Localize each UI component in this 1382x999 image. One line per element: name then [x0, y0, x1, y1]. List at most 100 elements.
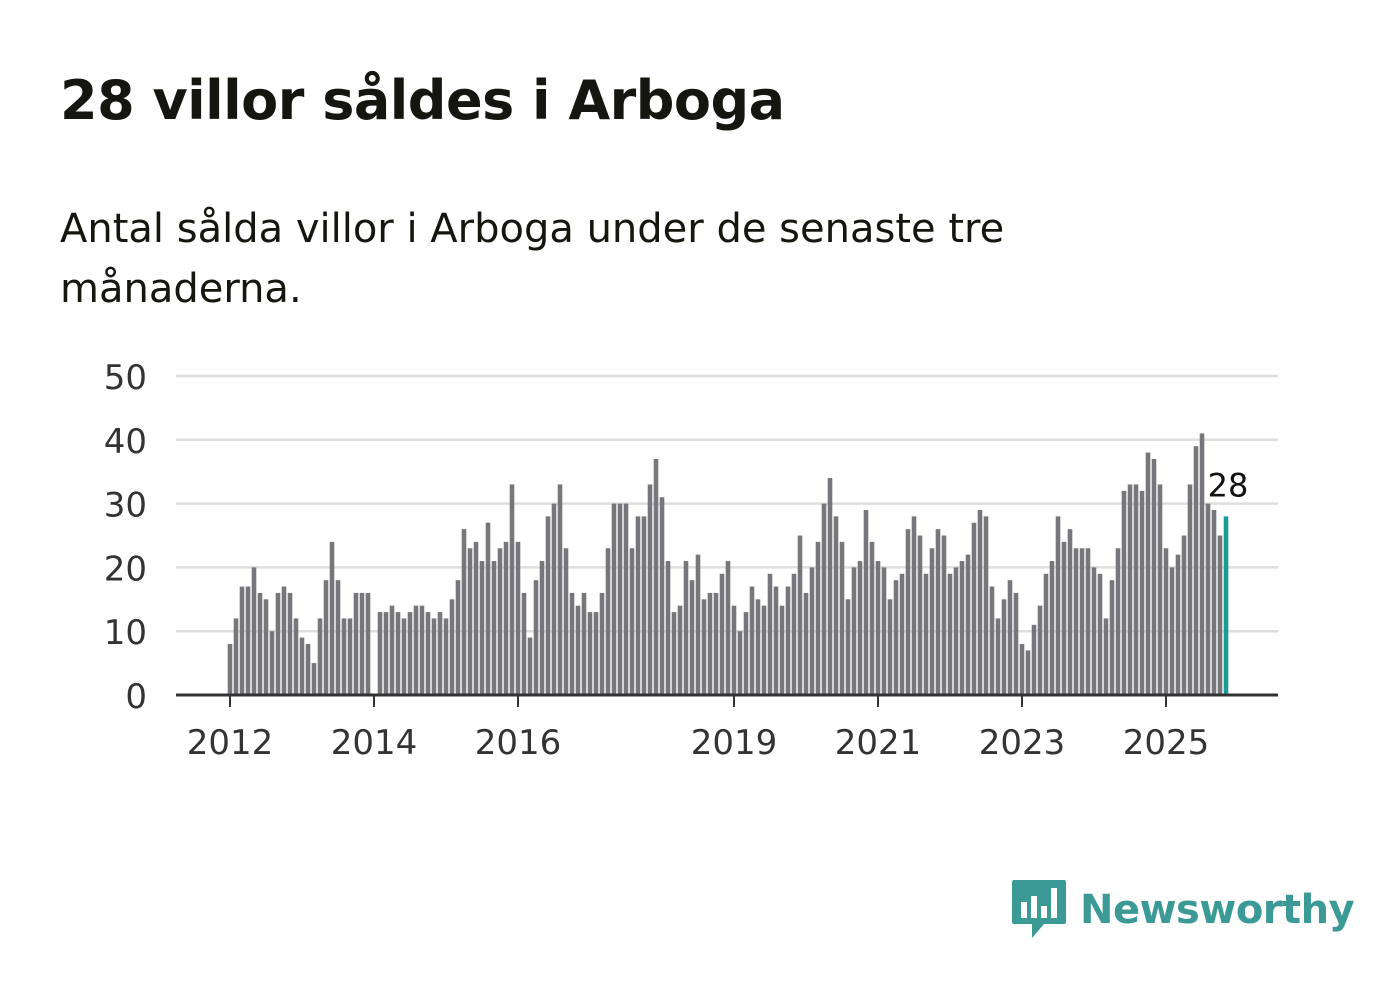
bar	[917, 535, 923, 695]
bar	[845, 599, 851, 695]
bar	[629, 548, 635, 695]
chart-subtitle: Antal sålda villor i Arboga under de sen…	[60, 206, 1005, 312]
bar	[767, 573, 773, 695]
bar	[1055, 516, 1061, 695]
bar	[947, 573, 953, 695]
bar	[311, 663, 317, 695]
bar	[1037, 605, 1043, 695]
y-tick-label: 20	[104, 549, 147, 589]
bar	[983, 516, 989, 695]
bar	[953, 567, 959, 695]
bar	[869, 541, 875, 695]
bar	[1001, 599, 1007, 695]
bar	[1151, 458, 1157, 695]
y-tick-label: 0	[125, 677, 147, 717]
bar	[941, 535, 947, 695]
bar	[503, 541, 509, 695]
bar	[461, 529, 467, 695]
bar	[1163, 548, 1169, 695]
bar	[359, 592, 365, 695]
x-tick-label: 2021	[835, 723, 922, 763]
newsworthy-logo: Newsworthy	[1010, 878, 1355, 942]
bar	[899, 573, 905, 695]
bar	[1091, 567, 1097, 695]
bar	[731, 605, 737, 695]
bar	[623, 503, 629, 695]
bar	[743, 612, 749, 695]
bar	[791, 573, 797, 695]
bar	[1193, 446, 1199, 695]
bar	[407, 612, 413, 695]
bar	[449, 599, 455, 695]
bar	[305, 643, 311, 695]
bar	[1013, 592, 1019, 695]
bar	[683, 561, 689, 695]
bar	[911, 516, 917, 695]
bar	[1157, 484, 1163, 695]
bar	[707, 592, 713, 695]
bar	[803, 592, 809, 695]
bar	[749, 586, 755, 695]
bar	[401, 618, 407, 695]
bar	[479, 561, 485, 695]
bar	[647, 484, 653, 695]
bar	[545, 516, 551, 695]
bar	[695, 554, 701, 695]
bar	[713, 592, 719, 695]
x-tick-label: 2025	[1123, 723, 1210, 763]
bar	[251, 567, 257, 695]
bar	[1019, 643, 1025, 695]
bar	[575, 605, 581, 695]
bar	[443, 618, 449, 695]
bar	[641, 516, 647, 695]
bar	[245, 586, 251, 695]
bar	[299, 637, 305, 695]
bar	[335, 580, 341, 695]
bar	[1097, 573, 1103, 695]
bar	[1025, 650, 1031, 695]
bar	[437, 612, 443, 695]
bar	[773, 586, 779, 695]
bar	[887, 599, 893, 695]
bar	[1175, 554, 1181, 695]
bar	[269, 631, 275, 695]
bar	[1121, 490, 1127, 695]
bar	[569, 592, 575, 695]
brand-name: Newsworthy	[1080, 887, 1355, 933]
bar	[605, 548, 611, 695]
bar	[923, 573, 929, 695]
chart-title: 28 villor såldes i Arboga	[60, 69, 785, 132]
y-tick-label: 10	[104, 613, 147, 653]
y-axis-ticks: 0 10 20 30 40 50	[104, 358, 147, 717]
bar	[1085, 548, 1091, 695]
bar	[467, 548, 473, 695]
bar	[659, 497, 665, 695]
bar	[1073, 548, 1079, 695]
bar	[815, 541, 821, 695]
x-tick-label: 2019	[691, 723, 778, 763]
bar	[893, 580, 899, 695]
bar	[557, 484, 563, 695]
bar	[677, 605, 683, 695]
bar	[347, 618, 353, 695]
bar	[1139, 490, 1145, 695]
bar	[779, 605, 785, 695]
bar	[527, 637, 533, 695]
bar	[965, 554, 971, 695]
bar	[227, 643, 233, 695]
bar	[725, 561, 731, 695]
newsworthy-logo-icon	[1012, 880, 1066, 938]
bar	[353, 592, 359, 695]
bar	[509, 484, 515, 695]
bar	[905, 529, 911, 695]
bar	[1109, 580, 1115, 695]
bar	[1049, 561, 1055, 695]
bar	[1217, 535, 1223, 695]
bar	[1067, 529, 1073, 695]
bar	[563, 548, 569, 695]
bar	[1169, 567, 1175, 695]
bar	[971, 522, 977, 695]
bar	[689, 580, 695, 695]
bar	[275, 592, 281, 695]
bar	[929, 548, 935, 695]
